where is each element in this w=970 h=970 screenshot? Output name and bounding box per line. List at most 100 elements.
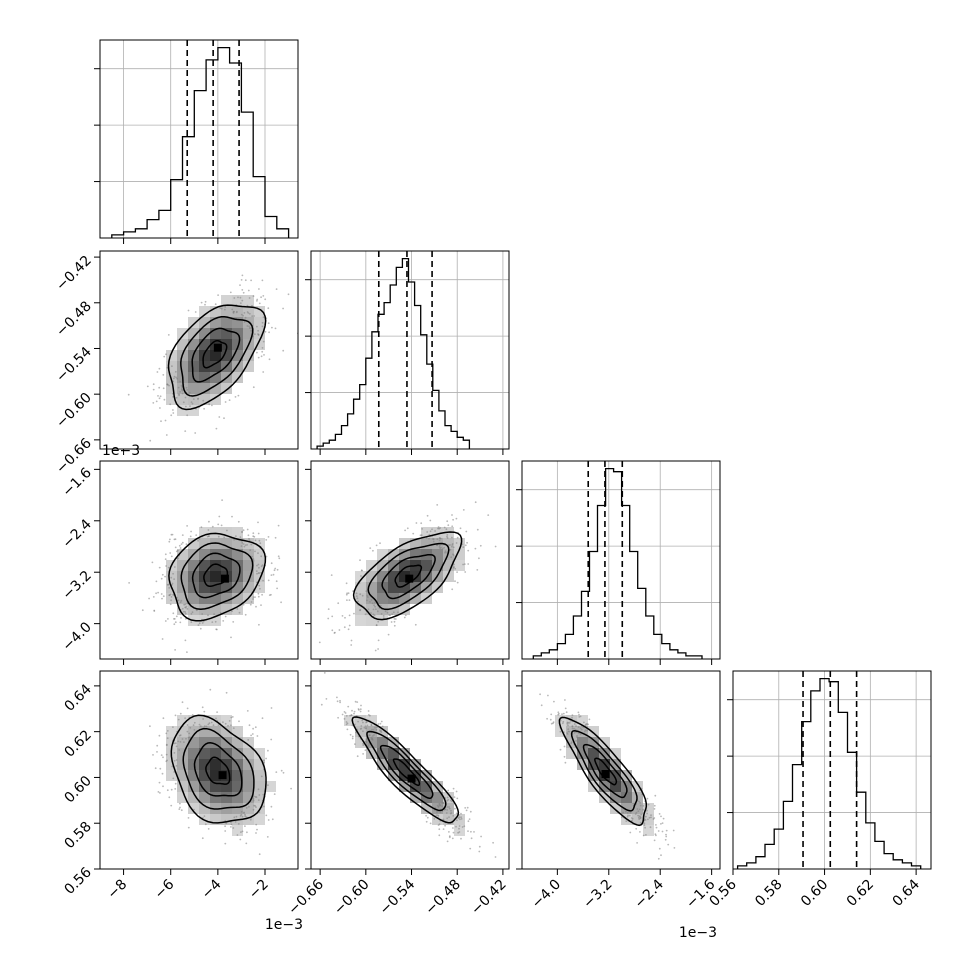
- density-cell: [210, 372, 221, 383]
- sample-point: [320, 703, 323, 706]
- sample-point: [267, 307, 270, 310]
- sample-point: [246, 325, 249, 327]
- sample-point: [357, 708, 360, 710]
- sample-point: [188, 732, 191, 735]
- sample-point: [377, 639, 380, 642]
- sample-point: [639, 802, 642, 804]
- sample-point: [261, 593, 263, 596]
- sample-point: [184, 430, 187, 432]
- sample-point: [218, 416, 221, 418]
- sample-point: [187, 309, 190, 312]
- density-cell: [232, 726, 243, 737]
- density-cell: [199, 593, 210, 604]
- sample-point: [371, 602, 374, 605]
- density-cell: [188, 328, 199, 339]
- sample-point: [241, 299, 244, 302]
- sample-point: [184, 606, 187, 609]
- sample-point: [224, 842, 227, 845]
- sample-point: [644, 815, 647, 818]
- sample-point: [366, 599, 368, 602]
- density-cell: [355, 737, 366, 748]
- sample-point: [218, 515, 221, 518]
- sample-point: [375, 608, 377, 611]
- sample-point: [252, 386, 255, 389]
- sample-point: [254, 550, 256, 553]
- histogram-step: [532, 467, 703, 659]
- sample-point: [348, 614, 351, 617]
- sample-point: [369, 547, 372, 549]
- sample-point: [171, 533, 174, 536]
- density-cell: [588, 770, 599, 781]
- sample-point: [346, 592, 348, 595]
- sample-point: [260, 355, 263, 358]
- sample-point: [452, 553, 454, 556]
- sample-point: [236, 608, 239, 610]
- sample-point: [575, 740, 577, 742]
- sample-point: [346, 599, 348, 601]
- density-cell: [254, 317, 265, 328]
- sample-point: [178, 749, 181, 751]
- sample-point: [253, 315, 256, 317]
- sample-point: [447, 789, 450, 792]
- sample-point: [186, 651, 188, 653]
- sample-point: [260, 555, 263, 558]
- sample-point: [365, 741, 368, 744]
- sample-point: [181, 738, 184, 740]
- sample-point: [156, 751, 158, 753]
- sample-point: [331, 629, 334, 632]
- sample-point: [650, 816, 652, 819]
- sample-point: [359, 728, 362, 730]
- sample-point: [552, 721, 555, 723]
- sample-point: [236, 310, 238, 313]
- sample-point: [282, 349, 285, 352]
- sample-point: [446, 840, 449, 843]
- sample-point: [393, 624, 396, 627]
- sample-point: [158, 397, 161, 400]
- sample-point: [380, 731, 383, 734]
- sample-point: [646, 809, 648, 812]
- sample-point: [579, 727, 582, 730]
- sample-point: [379, 542, 381, 545]
- sample-point: [230, 636, 232, 639]
- sample-point: [155, 400, 158, 403]
- density-cell: [610, 781, 621, 792]
- sample-point: [349, 733, 352, 736]
- sample-point: [262, 793, 265, 796]
- sample-point: [250, 543, 253, 546]
- sample-point: [330, 574, 333, 576]
- density-cell: [210, 328, 221, 339]
- sample-point: [351, 735, 354, 738]
- sample-point: [174, 788, 177, 790]
- x-tick-label: −2: [246, 877, 272, 903]
- sample-point: [478, 845, 481, 848]
- sample-point: [188, 391, 191, 394]
- sample-point: [460, 837, 462, 840]
- sample-point: [160, 754, 163, 756]
- sample-point: [333, 632, 336, 634]
- density-cell: [210, 737, 221, 748]
- sample-point: [456, 797, 459, 800]
- density-cell: [388, 549, 399, 560]
- sample-point: [201, 622, 204, 624]
- sample-point: [276, 587, 278, 590]
- sample-point: [153, 609, 156, 612]
- histogram-3: [727, 670, 932, 870]
- density-cell: [221, 781, 232, 792]
- sample-point: [446, 534, 449, 536]
- sample-point: [198, 622, 201, 625]
- sample-point: [455, 790, 458, 793]
- sample-point: [159, 395, 162, 398]
- sample-point: [207, 614, 209, 617]
- density-cell: [210, 317, 221, 328]
- sample-point: [564, 761, 567, 764]
- sample-point: [262, 371, 265, 373]
- panel-1-3: [310, 670, 510, 870]
- sample-point: [184, 639, 187, 642]
- sample-point: [456, 571, 458, 573]
- sample-point: [575, 731, 578, 734]
- sample-point: [199, 725, 202, 727]
- sample-point: [203, 710, 206, 713]
- sample-point: [375, 728, 378, 731]
- sample-point: [270, 875, 272, 877]
- density-cell: [177, 781, 188, 792]
